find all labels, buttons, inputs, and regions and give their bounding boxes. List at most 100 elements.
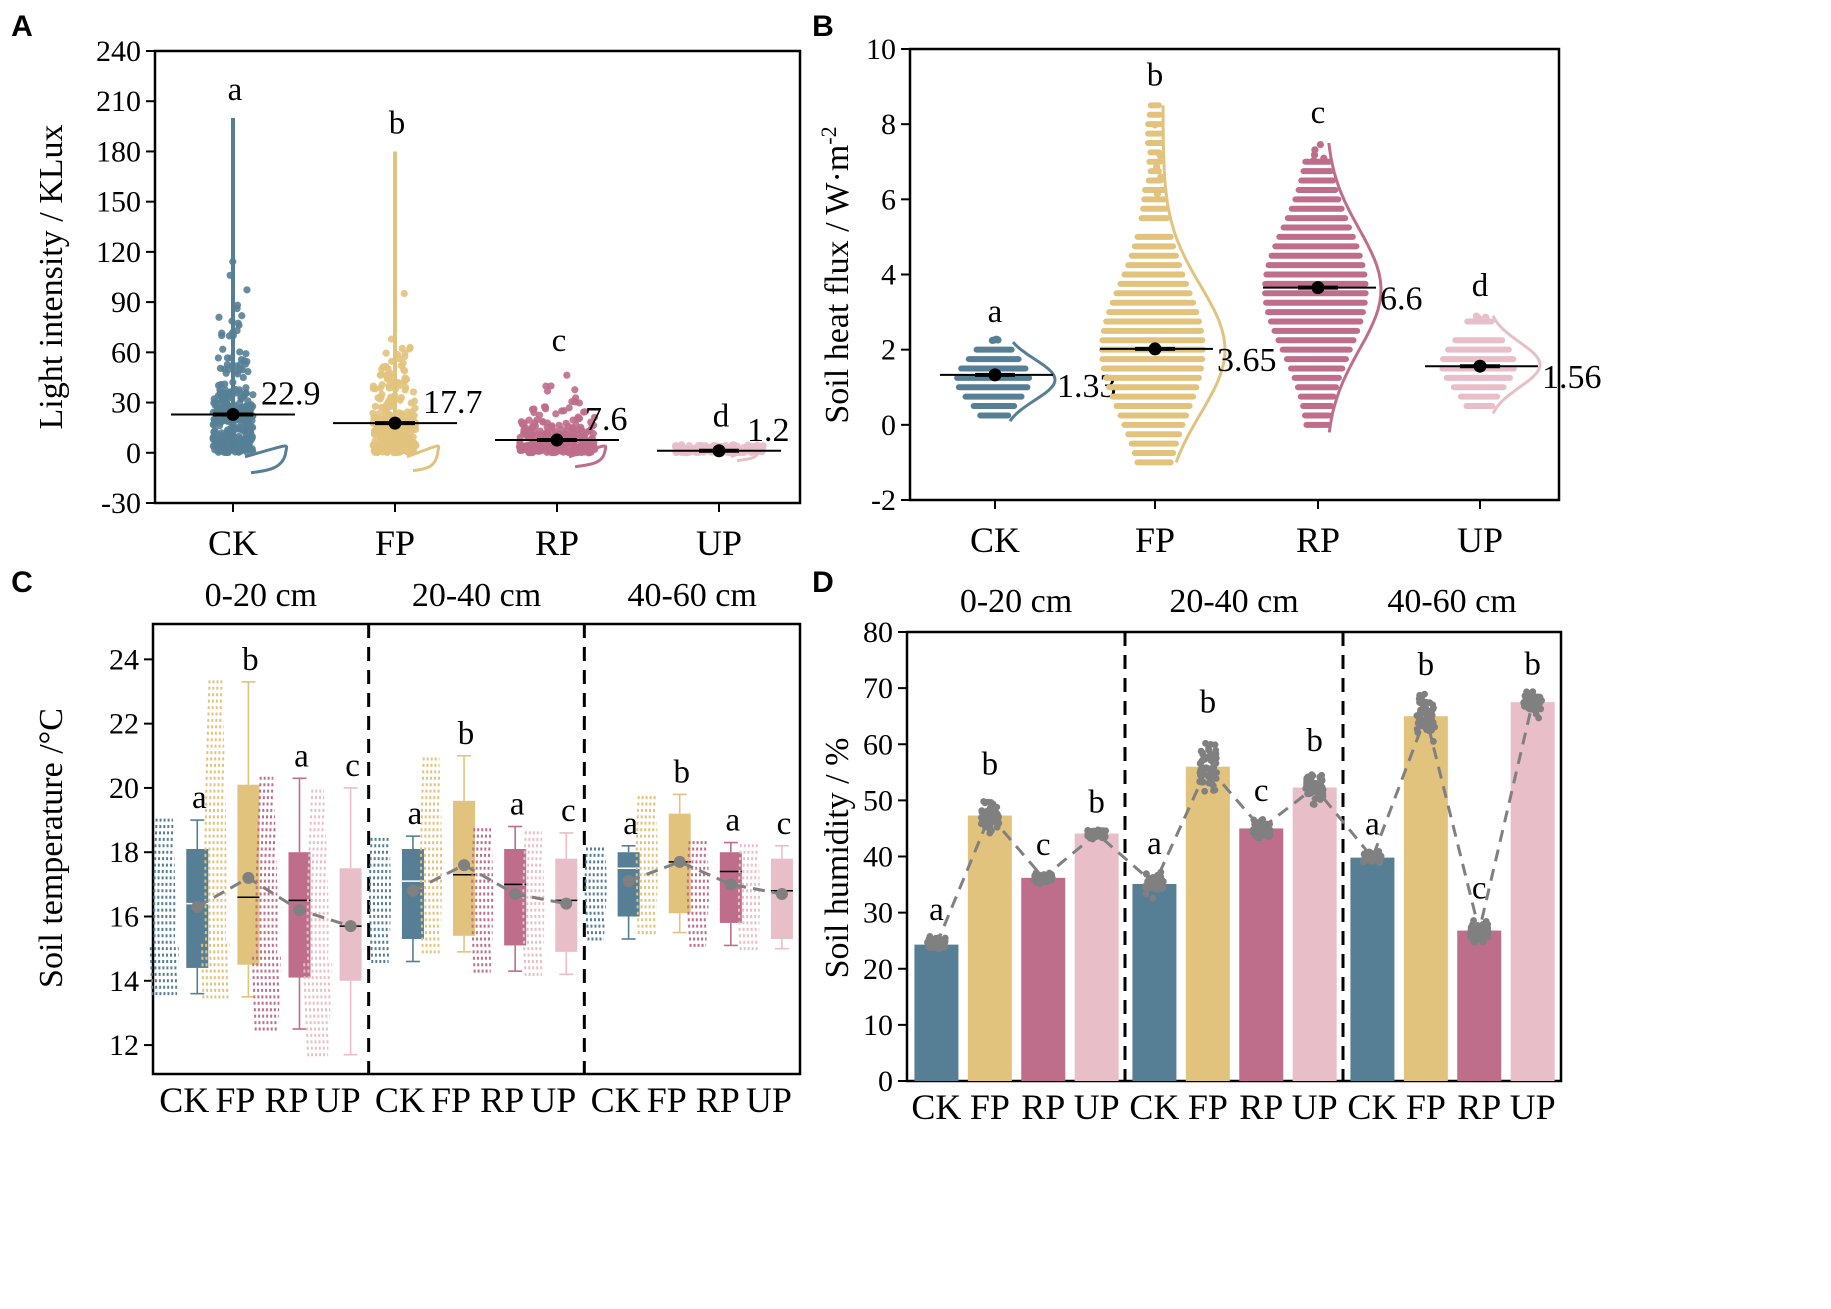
panel-d-point xyxy=(980,798,988,805)
panel-a-point xyxy=(218,331,226,340)
panel-a-point xyxy=(547,382,555,390)
panel-a-point xyxy=(589,430,597,438)
panel-b-outlier xyxy=(1316,141,1324,149)
panel-d-point xyxy=(1307,772,1315,780)
panel-d-point xyxy=(1529,688,1537,696)
panel-c-ytick-label: 22 xyxy=(109,708,139,741)
panel-a-point xyxy=(226,271,234,279)
panel-d-point xyxy=(1212,746,1220,754)
panel-d-group-title: 20-40 cm xyxy=(1169,583,1298,620)
panel-a-point xyxy=(573,415,581,423)
panel-a-point xyxy=(563,427,571,435)
panel-d-point xyxy=(1469,927,1477,935)
panel-a-xtick-FP: FP xyxy=(375,523,415,563)
panel-c-swarm-CK xyxy=(584,847,607,941)
panel-c-letter-RP: a xyxy=(294,738,309,774)
panel-c-mean-dot-RP xyxy=(724,878,737,891)
panel-d-point xyxy=(1416,691,1424,699)
panel-a-point xyxy=(244,367,252,376)
panel-a-point xyxy=(248,445,256,453)
panel-d: D 0 10 20 30 40 50 60 70 80 Soil humidity / % 0-20 … xyxy=(812,566,1563,1127)
panel-d-point xyxy=(1097,827,1105,835)
panel-d-letter-RP: c xyxy=(1036,827,1051,863)
panel-a-point xyxy=(571,386,579,394)
panel-a-point xyxy=(519,419,527,427)
panel-d-point xyxy=(1206,774,1214,782)
panel-c-mean-dot-FP xyxy=(673,855,686,868)
panel-d-points-FP xyxy=(1413,690,1439,745)
panel-a-point xyxy=(218,403,226,412)
panel-a-point xyxy=(393,350,402,359)
panel-d-ytick-label: 20 xyxy=(863,953,893,986)
panel-a-point xyxy=(214,434,222,442)
panel-d-bar-UP xyxy=(1074,833,1119,1081)
panel-a-point xyxy=(230,445,238,453)
panel-a-point xyxy=(378,381,386,389)
panel-b-density-UP xyxy=(1491,315,1542,415)
panel-d-point xyxy=(1470,938,1478,946)
panel-d-point xyxy=(988,827,995,835)
panel-c-letter-CK: a xyxy=(192,780,207,816)
panel-a-point xyxy=(400,427,408,435)
panel-b-ytick-label: 2 xyxy=(881,334,896,367)
panel-c-xtick-CK: CK xyxy=(159,1080,209,1120)
panel-d-letter-UP: b xyxy=(1088,784,1105,820)
panel-a-point xyxy=(233,304,241,313)
panel-b-ytick-label: -2 xyxy=(871,484,896,517)
panel-d-ytick-label: 40 xyxy=(863,841,893,874)
panel-a-point xyxy=(236,365,244,373)
panel-b-mean-dot-FP xyxy=(1148,342,1162,356)
panel-d-letter-FP: b xyxy=(1418,647,1435,683)
panel-a-point xyxy=(579,429,587,437)
panel-a-point xyxy=(580,408,588,416)
panel-a-point xyxy=(401,353,409,361)
panel-d-point xyxy=(1149,894,1157,902)
panel-a-point xyxy=(572,421,580,429)
panel-a-point xyxy=(378,365,386,373)
panel-a-point xyxy=(225,365,233,373)
panel-d-trend-line xyxy=(935,701,1535,946)
panel-a-point xyxy=(215,442,223,450)
panel-d-xtick-UP: UP xyxy=(1292,1087,1338,1127)
panel-d-bar-UP xyxy=(1292,787,1337,1081)
panel-a-point xyxy=(409,388,418,396)
panel-a-point xyxy=(229,331,237,340)
panel-a-point xyxy=(249,423,257,432)
panel-a-point xyxy=(239,373,247,382)
panel-a-point xyxy=(377,371,385,379)
panel-c-ytick-label: 24 xyxy=(109,643,139,676)
panel-a-point xyxy=(221,380,229,388)
panel-a-point xyxy=(236,443,244,451)
panel-a-point xyxy=(410,397,419,405)
panel-d-point xyxy=(989,800,997,808)
panel-c-swarm-FP xyxy=(201,680,230,999)
panel-b-ytick-label: 4 xyxy=(881,259,896,292)
panel-a-mean-label-CK: 22.9 xyxy=(261,375,321,412)
panel-c-ytick-label: 14 xyxy=(109,965,139,998)
panel-c-xtick-RP: RP xyxy=(480,1080,524,1120)
panel-d-point xyxy=(1535,714,1543,722)
panel-d-xtick-RP: RP xyxy=(1457,1087,1501,1127)
panel-c-swarm-UP xyxy=(522,831,545,976)
panel-a-point xyxy=(542,382,550,390)
panel-d-point xyxy=(1430,738,1437,745)
panel-a-point xyxy=(244,397,252,405)
panel-a-point xyxy=(370,430,379,439)
panel-d-ytick-label: 10 xyxy=(863,1009,893,1042)
panel-c-xtick-CK: CK xyxy=(375,1080,425,1120)
panel-b-mean-dot-RP xyxy=(1311,281,1325,295)
panel-c-letter-RP: a xyxy=(510,787,525,823)
panel-d-ylabel: Soil humidity / % xyxy=(819,738,856,979)
panel-a-point xyxy=(209,442,217,450)
panel-d-point xyxy=(1210,787,1217,794)
panel-c-xtick-FP: FP xyxy=(215,1080,255,1120)
panel-d-point xyxy=(1533,701,1541,709)
panel-a-point xyxy=(228,317,236,325)
panel-d-point xyxy=(1318,783,1325,791)
panel-b-outlier xyxy=(1153,163,1161,171)
panel-b-letter-UP: d xyxy=(1472,268,1489,304)
panel-a-point xyxy=(393,444,401,452)
panel-d-letter-CK: a xyxy=(1365,807,1380,843)
panel-a-density-FP xyxy=(406,444,441,473)
